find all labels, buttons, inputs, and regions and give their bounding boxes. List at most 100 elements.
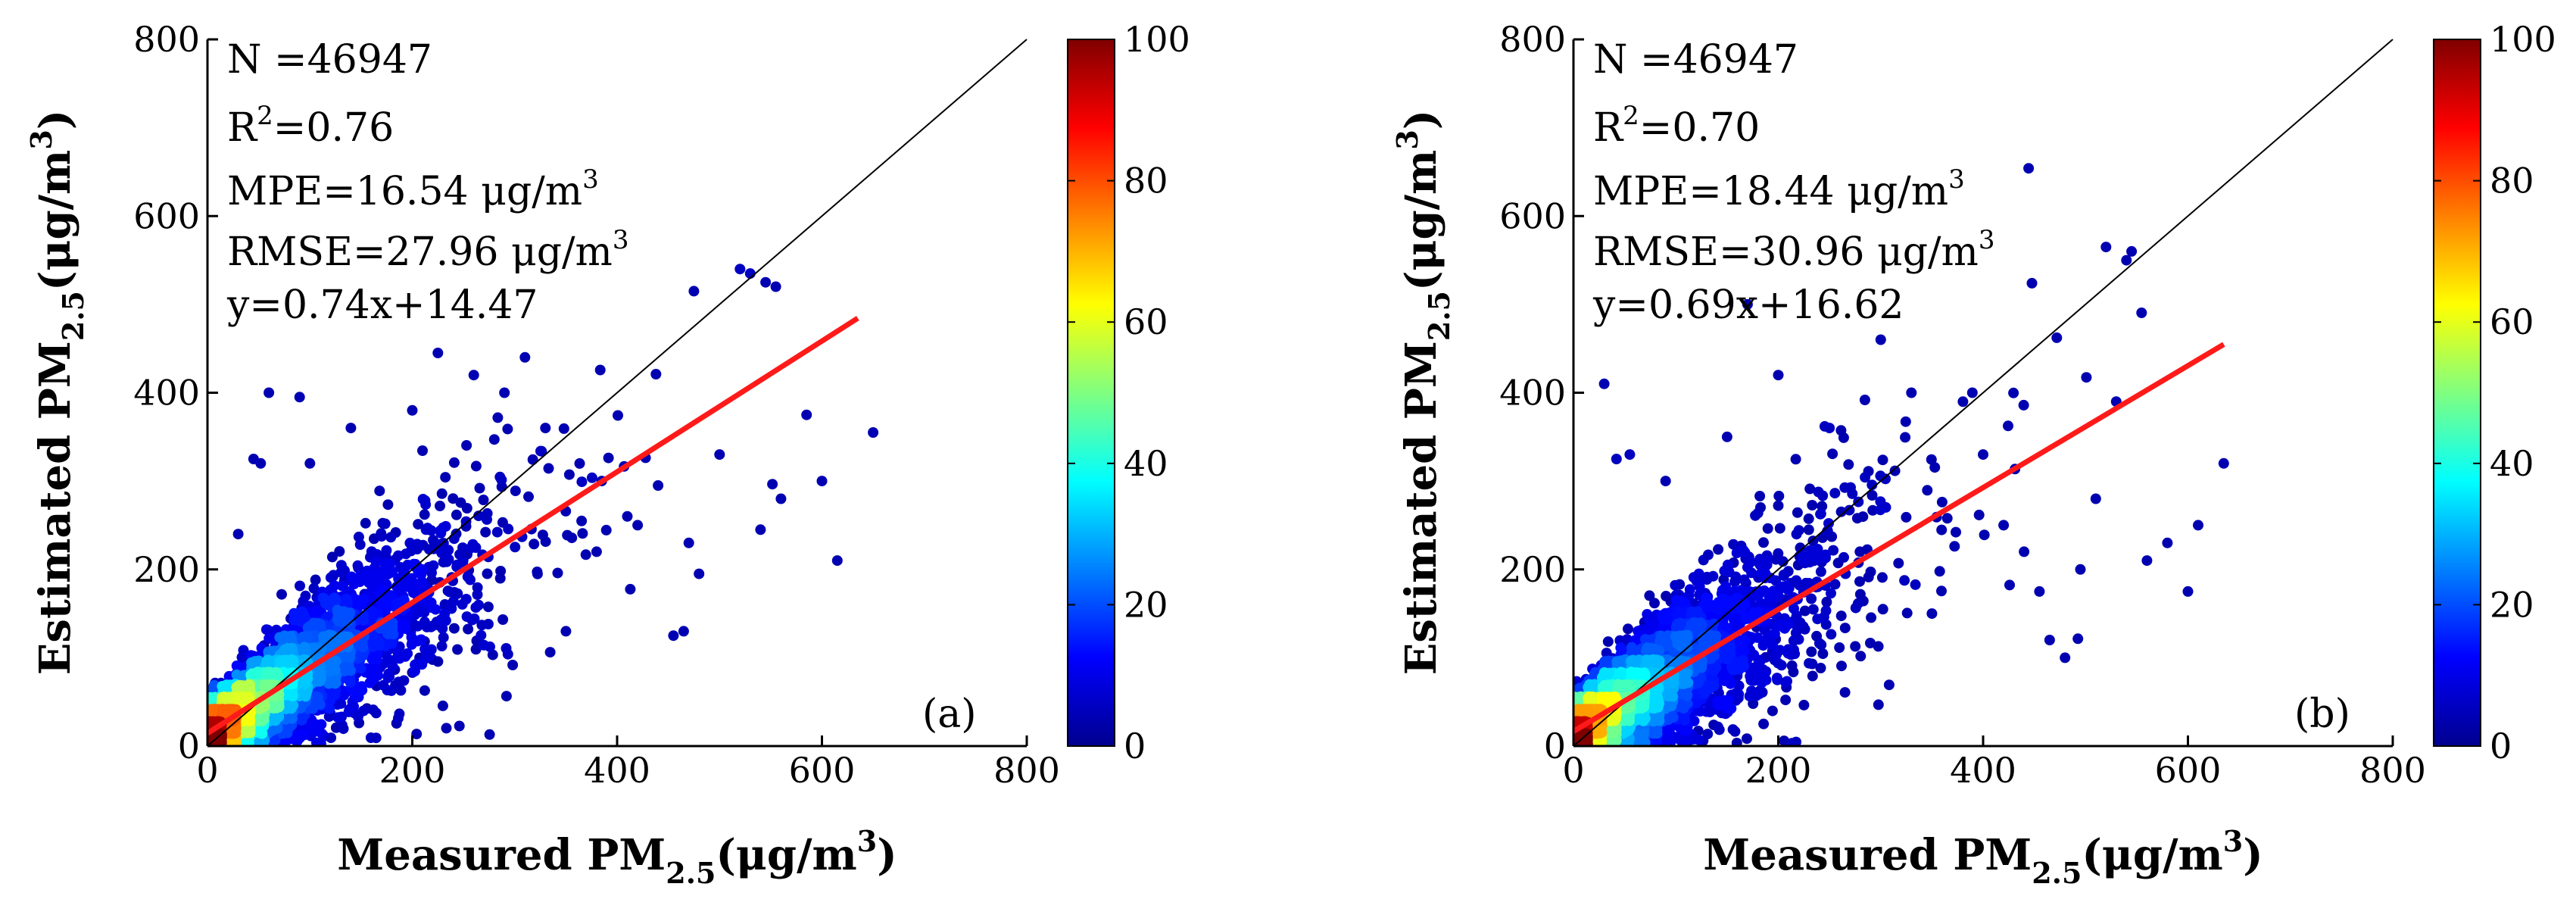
data-point (295, 580, 305, 592)
data-point (544, 647, 556, 658)
data-point (352, 560, 363, 571)
data-point (412, 539, 423, 550)
data-point (497, 614, 509, 625)
data-point (448, 533, 460, 545)
data-point (482, 601, 494, 613)
data-point (566, 532, 578, 544)
data-point (543, 463, 554, 474)
data-point (316, 644, 327, 655)
data-point (535, 445, 546, 457)
data-point (495, 566, 507, 576)
data-point (510, 486, 521, 497)
data-point (426, 567, 437, 579)
data-point (360, 517, 371, 529)
data-point (385, 654, 397, 666)
data-point (591, 546, 602, 557)
data-point (527, 454, 538, 465)
data-point (470, 602, 482, 614)
data-point (334, 546, 345, 557)
data-point (374, 486, 385, 497)
data-point (260, 624, 272, 635)
data-point (460, 516, 472, 527)
data-point (413, 567, 424, 578)
data-point (386, 638, 398, 649)
data-point (393, 550, 404, 561)
data-point (463, 623, 474, 635)
data-point (296, 644, 307, 654)
data-point (479, 639, 490, 651)
data-point (714, 449, 725, 461)
data-point (276, 589, 287, 600)
data-point (454, 720, 465, 732)
data-point (482, 619, 494, 629)
data-point (436, 488, 448, 499)
data-point (410, 658, 422, 670)
data-point (480, 526, 491, 538)
data-point (407, 404, 418, 416)
data-point (688, 286, 700, 297)
data-point (484, 729, 495, 740)
data-point (376, 528, 387, 539)
data-point (346, 571, 357, 582)
data-point (801, 409, 812, 420)
data-point (244, 680, 255, 692)
data-point (501, 691, 512, 702)
data-point (502, 423, 513, 435)
data-point (411, 729, 423, 740)
data-point (678, 626, 689, 637)
data-point (519, 351, 531, 363)
data-point (560, 626, 572, 637)
data-point (532, 567, 543, 577)
data-point (294, 392, 305, 403)
data-point (394, 708, 405, 720)
data-point (529, 539, 540, 550)
data-point (503, 523, 514, 535)
data-point (382, 629, 394, 640)
data-point (694, 568, 705, 579)
data-point (393, 676, 404, 688)
data-point (354, 539, 366, 550)
data-point (338, 723, 349, 735)
data-point (448, 623, 460, 634)
data-point (235, 682, 246, 692)
data-point (499, 387, 510, 398)
data-point (632, 520, 644, 531)
data-point (307, 607, 319, 618)
data-point (419, 685, 430, 696)
data-point (448, 596, 459, 607)
data-point (734, 264, 746, 275)
data-point (653, 480, 664, 491)
data-point (264, 387, 275, 398)
data-point (457, 557, 469, 567)
data-point (462, 571, 473, 582)
data-point (586, 472, 597, 483)
data-point (540, 423, 551, 434)
data-point (470, 461, 482, 472)
data-point (243, 691, 254, 702)
data-point (406, 639, 417, 650)
data-point (345, 423, 357, 434)
data-point (760, 276, 772, 288)
data-point (326, 551, 338, 563)
data-point (328, 570, 339, 581)
data-point (436, 547, 448, 558)
data-point (282, 727, 293, 738)
data-point (305, 720, 317, 731)
data-point (438, 632, 449, 643)
data-point (443, 554, 454, 565)
data-point (382, 685, 393, 696)
data-point (232, 529, 244, 540)
data-point (470, 644, 482, 655)
data-point (474, 482, 485, 494)
data-point (373, 639, 385, 651)
data-point (326, 636, 337, 648)
data-point (337, 580, 348, 592)
data-point (767, 479, 778, 490)
data-point (411, 579, 423, 590)
data-point (523, 491, 534, 502)
data-point (577, 528, 588, 539)
data-point (248, 454, 259, 464)
data-point (302, 623, 313, 633)
data-point (413, 519, 424, 530)
